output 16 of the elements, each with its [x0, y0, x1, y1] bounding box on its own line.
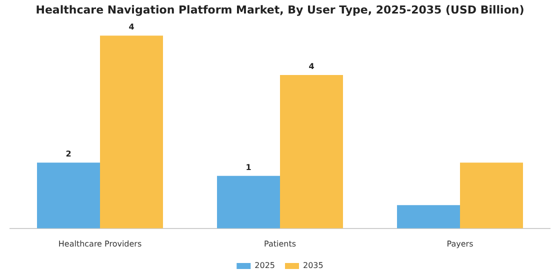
- chart-title: Healthcare Navigation Platform Market, By User Type, 2025-2035 (USD Billion): [36, 3, 524, 16]
- bar: [217, 176, 280, 228]
- bar: [280, 75, 343, 228]
- data-label: 4: [308, 62, 315, 72]
- bar: [37, 162, 100, 228]
- x-tick-label: Payers: [446, 239, 474, 248]
- legend-label: 2025: [254, 261, 275, 270]
- bar: [100, 36, 163, 228]
- bar: [460, 162, 523, 228]
- data-label: 1: [246, 162, 252, 172]
- data-label: 4: [128, 22, 135, 32]
- data-label: 2: [66, 150, 72, 159]
- x-tick-label: Patients: [264, 239, 296, 248]
- legend-label: 2035: [303, 261, 324, 270]
- bar: [397, 205, 460, 228]
- x-tick-label: Healthcare Providers: [58, 239, 142, 248]
